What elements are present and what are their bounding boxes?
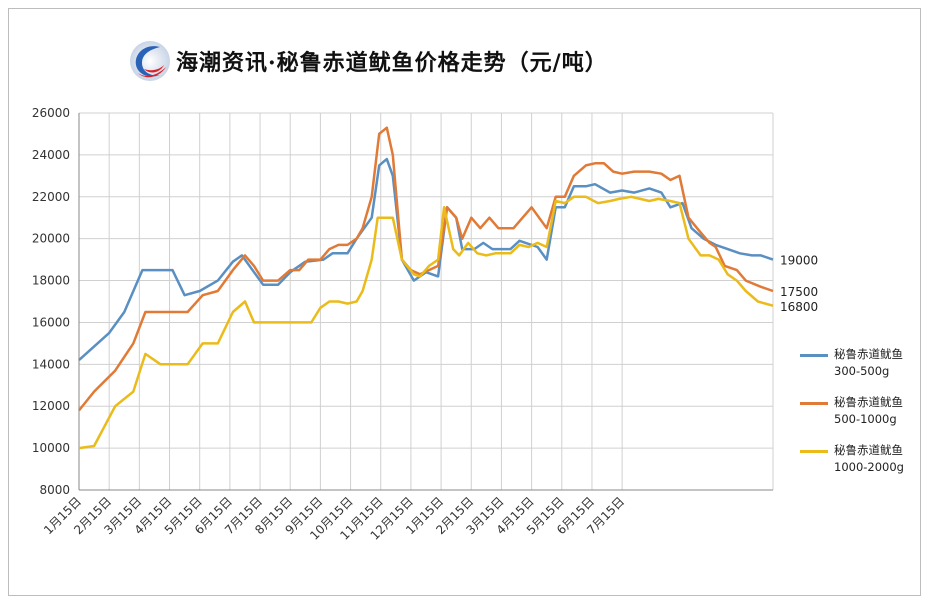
legend-label: 秘鲁赤道鱿鱼 500-1000g [834, 394, 903, 428]
y-tick-label: 26000 [32, 106, 70, 120]
legend-label-line: 秘鲁赤道鱿鱼 [834, 443, 903, 457]
y-tick-label: 22000 [32, 190, 70, 204]
y-tick-label: 14000 [32, 357, 70, 371]
end-value-label: 17500 [780, 285, 818, 299]
series-line-1 [78, 157, 774, 362]
legend-item: 秘鲁赤道鱿鱼 500-1000g [800, 394, 925, 428]
series-line-3 [78, 195, 774, 450]
legend: 秘鲁赤道鱿鱼 300-500g 秘鲁赤道鱿鱼 500-1000g 秘鲁赤道鱿鱼 1000-… [800, 346, 925, 490]
legend-label: 秘鲁赤道鱿鱼 1000-2000g [834, 442, 904, 476]
series-layer [78, 126, 774, 450]
end-value-label: 19000 [780, 254, 818, 268]
y-tick-label: 16000 [32, 315, 70, 329]
legend-item: 秘鲁赤道鱿鱼 1000-2000g [800, 442, 925, 476]
y-tick-label: 18000 [32, 274, 70, 288]
y-tick-label: 8000 [39, 483, 70, 497]
legend-swatch [800, 450, 828, 453]
legend-label-line: 秘鲁赤道鱿鱼 [834, 347, 903, 361]
chart-header: 海潮资讯·秘鲁赤道鱿鱼价格走势（元/吨） [128, 36, 608, 86]
y-tick-label: 20000 [32, 232, 70, 246]
end-value-label: 16800 [780, 300, 818, 314]
legend-label-line: 300-500g [834, 364, 890, 378]
legend-label-line: 500-1000g [834, 412, 897, 426]
legend-label-line: 秘鲁赤道鱿鱼 [834, 395, 903, 409]
haichao-logo-icon [130, 41, 170, 81]
chart-frame [8, 8, 921, 596]
series-line-2 [78, 126, 774, 412]
legend-label-line: 1000-2000g [834, 460, 904, 474]
grid-layer [78, 112, 774, 491]
legend-swatch [800, 354, 828, 357]
legend-swatch [800, 402, 828, 405]
legend-item: 秘鲁赤道鱿鱼 300-500g [800, 346, 925, 380]
y-tick-label: 10000 [32, 441, 70, 455]
chart-title: 海潮资讯·秘鲁赤道鱿鱼价格走势（元/吨） [176, 50, 608, 76]
axis-layer: 8000 10000 12000 14000 16000 18000 20000 22000 2… [32, 106, 773, 543]
y-tick-label: 12000 [32, 399, 70, 413]
legend-label: 秘鲁赤道鱿鱼 300-500g [834, 346, 903, 380]
y-tick-label: 24000 [32, 148, 70, 162]
